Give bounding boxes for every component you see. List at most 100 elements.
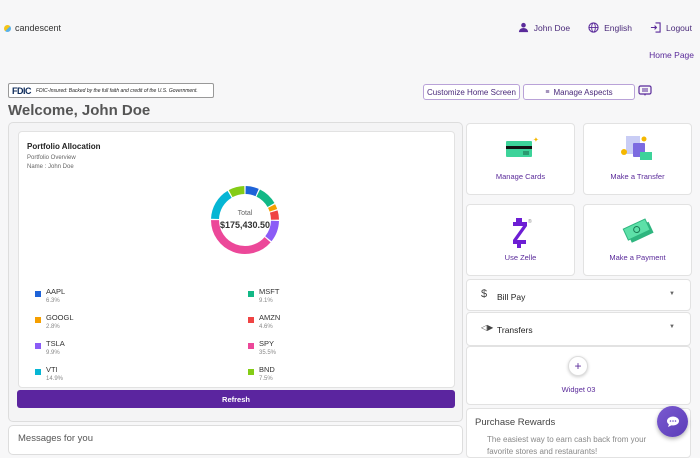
portfolio-panel: Portfolio Allocation Portfolio Overview …	[8, 122, 463, 422]
legend-item: AAPL 6.3%	[35, 287, 65, 304]
home-page-link[interactable]: Home Page	[649, 50, 694, 60]
widget-03: + Widget 03	[466, 346, 691, 405]
allocation-donut-chart: Total $175,430.50	[209, 184, 281, 256]
messages-title: Messages for you	[18, 433, 93, 444]
tile-label: Use Zelle	[504, 253, 537, 262]
language-menu[interactable]: English	[588, 22, 632, 33]
transfer-arrows-icon: ◁▶	[481, 323, 494, 332]
rewards-title: Purchase Rewards	[475, 417, 556, 428]
legend-item: TSLA 9.9%	[35, 339, 65, 356]
total-value: $175,430.50	[219, 220, 271, 230]
language-label: English	[604, 22, 632, 33]
legend-percent: 6.3%	[46, 298, 60, 304]
legend-percent: 9.1%	[259, 298, 273, 304]
legend-item: SPY 35.5%	[248, 339, 276, 356]
donut-segment	[265, 220, 279, 242]
calculator-transfer-icon	[620, 136, 652, 160]
legend-percent: 14.9%	[46, 376, 64, 382]
make-transfer-tile[interactable]: Make a Transfer	[583, 123, 692, 195]
legend-swatch	[248, 343, 254, 349]
page-title: Welcome, John Doe	[8, 102, 151, 119]
make-payment-tile[interactable]: Make a Payment	[583, 204, 692, 276]
manage-cards-tile[interactable]: ✦ Manage Cards	[466, 123, 575, 195]
brand-name: candescent	[15, 23, 62, 33]
donut-segment	[269, 210, 279, 220]
add-widget-button[interactable]: +	[568, 356, 588, 376]
legend-swatch	[248, 291, 254, 297]
user-menu[interactable]: John Doe	[518, 22, 570, 33]
legend-ticker: VTI	[46, 365, 58, 374]
brand-logo[interactable]: candescent	[4, 23, 61, 33]
chat-bubble-icon	[666, 416, 679, 427]
user-name: John Doe	[533, 22, 571, 33]
top-nav: John Doe English Logout	[518, 22, 692, 33]
legend-percent: 4.6%	[259, 324, 273, 330]
legend-swatch	[35, 291, 41, 297]
message-icon[interactable]	[638, 85, 652, 97]
legend-item: MSFT 9.1%	[248, 287, 279, 304]
widget-label: Widget 03	[561, 385, 596, 394]
legend-item: GOOGL 2.8%	[35, 313, 74, 330]
credit-card-icon: ✦	[505, 136, 539, 157]
user-icon	[518, 22, 528, 33]
tile-label: Manage Cards	[495, 172, 546, 181]
legend-percent: 9.9%	[46, 350, 60, 356]
manage-aspects-button[interactable]: ≡ Manage Aspects	[523, 84, 635, 100]
portfolio-card: Portfolio Allocation Portfolio Overview …	[18, 131, 455, 388]
customize-home-button[interactable]: Customize Home Screen	[423, 84, 520, 100]
accordion-label: Transfers	[497, 325, 533, 335]
svg-text:®: ®	[528, 218, 532, 225]
legend-swatch	[248, 369, 254, 375]
use-zelle-tile[interactable]: ® Use Zelle	[466, 204, 575, 276]
cash-icon	[622, 218, 654, 243]
donut-segment	[228, 186, 245, 198]
portfolio-owner: Name : John Doe	[27, 164, 74, 170]
legend-ticker: SPY	[259, 339, 275, 348]
legend-ticker: AMZN	[259, 313, 281, 322]
svg-text:✦: ✦	[533, 136, 539, 144]
legend-swatch	[35, 369, 41, 375]
logout-icon	[650, 22, 661, 33]
legend-item: VTI 14.9%	[35, 365, 63, 382]
logout-label: Logout	[666, 22, 692, 33]
legend-swatch	[248, 317, 254, 323]
donut-segment	[245, 186, 259, 197]
edit-list-icon: ≡	[545, 88, 550, 96]
refresh-button[interactable]: Refresh	[17, 390, 455, 408]
zelle-icon: ®	[512, 218, 532, 248]
legend-ticker: GOOGL	[46, 313, 74, 322]
tile-label: Make a Transfer	[610, 172, 665, 181]
total-label: Total	[237, 210, 253, 217]
rewards-description: The easiest way to earn cash back from y…	[487, 435, 647, 456]
logo-icon	[4, 24, 11, 32]
legend-item: AMZN 4.6%	[248, 313, 280, 330]
globe-icon	[588, 22, 599, 33]
legend-ticker: BND	[259, 365, 275, 374]
fdic-text: FDIC-Insured: Backed by the full faith a…	[36, 87, 198, 94]
portfolio-subtitle: Portfolio Overview	[27, 155, 76, 161]
donut-svg	[211, 186, 279, 254]
dollar-icon: $	[481, 288, 488, 300]
tile-label: Make a Payment	[609, 253, 666, 262]
legend-percent: 35.5%	[259, 350, 277, 356]
legend-percent: 7.5%	[259, 376, 273, 382]
chat-button[interactable]	[657, 406, 688, 437]
donut-segment	[211, 219, 271, 254]
customize-label: Customize Home Screen	[427, 87, 516, 97]
legend-ticker: TSLA	[46, 339, 65, 348]
fdic-logo: FDIC	[12, 85, 32, 96]
portfolio-title: Portfolio Allocation	[27, 142, 101, 151]
accordion-label: Bill Pay	[497, 292, 526, 302]
legend-ticker: MSFT	[259, 287, 280, 296]
donut-segment	[256, 189, 275, 208]
donut-segment	[267, 204, 278, 212]
bill-pay-accordion[interactable]: $ Bill Pay ▼	[466, 279, 691, 311]
legend-percent: 2.8%	[46, 324, 60, 330]
logout-button[interactable]: Logout	[650, 22, 692, 33]
chevron-down-icon: ▼	[669, 324, 675, 330]
donut-segment	[211, 190, 232, 220]
legend-ticker: AAPL	[46, 287, 66, 296]
fdic-banner: FDIC FDIC-Insured: Backed by the full fa…	[8, 83, 214, 98]
chevron-down-icon: ▼	[669, 291, 675, 297]
transfers-accordion[interactable]: ◁▶ Transfers ▼	[466, 312, 691, 346]
